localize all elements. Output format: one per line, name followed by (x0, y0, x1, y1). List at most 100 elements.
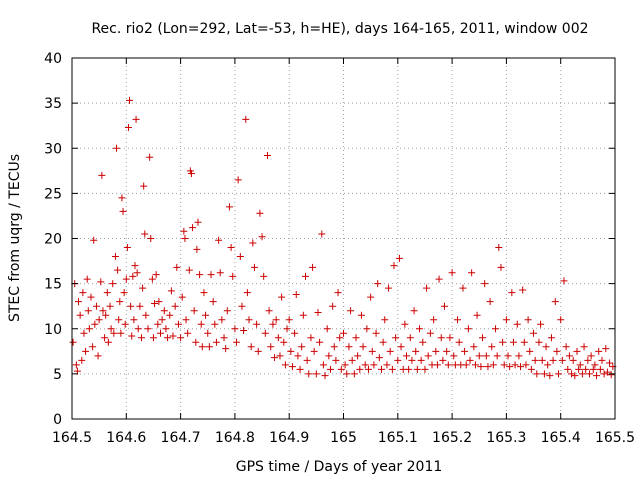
data-point (459, 284, 467, 292)
x-tick-label: 164.8 (215, 430, 255, 446)
data-point (435, 275, 443, 283)
data-point (417, 356, 425, 364)
y-tick-label: 10 (44, 322, 62, 338)
data-point (171, 302, 179, 310)
data-point (272, 316, 280, 324)
data-point (464, 325, 472, 333)
data-point (433, 361, 441, 369)
data-point (584, 356, 592, 364)
data-point (116, 298, 124, 306)
data-point (533, 370, 541, 378)
data-point (240, 327, 248, 335)
data-point (321, 372, 329, 380)
data-point (174, 320, 182, 328)
data-point (106, 302, 114, 310)
data-point (515, 352, 523, 360)
data-point (204, 329, 212, 337)
data-point (587, 352, 595, 360)
x-tick-label: 165.5 (595, 430, 635, 446)
data-point (509, 338, 517, 346)
x-tick-label: 164.9 (269, 430, 309, 446)
data-point (149, 334, 157, 342)
data-point (151, 299, 159, 307)
data-point (209, 298, 217, 306)
data-point (446, 334, 454, 342)
data-point (378, 365, 386, 373)
data-point (419, 338, 427, 346)
data-point (486, 298, 494, 306)
data-point (405, 365, 413, 373)
data-point (392, 334, 400, 342)
data-point (87, 293, 95, 301)
data-point (207, 271, 215, 279)
data-point (471, 361, 479, 369)
data-point (439, 356, 447, 364)
data-point (448, 269, 456, 277)
data-point (271, 354, 279, 362)
data-point (544, 361, 552, 369)
data-point (124, 123, 132, 131)
data-point (526, 347, 534, 355)
data-point (506, 363, 514, 371)
data-point (76, 311, 84, 319)
data-point (470, 343, 478, 351)
data-point (329, 302, 337, 310)
data-point (139, 284, 147, 292)
data-point (540, 370, 548, 378)
data-point (218, 316, 226, 324)
data-point (107, 325, 115, 333)
x-tick-label: 164.7 (161, 430, 201, 446)
data-point (316, 338, 324, 346)
data-point (177, 334, 185, 342)
data-point (388, 365, 396, 373)
data-point (551, 298, 559, 306)
data-point (375, 354, 383, 362)
data-point (318, 230, 326, 238)
data-point (141, 230, 149, 238)
data-point (136, 302, 144, 310)
data-point (94, 352, 102, 360)
data-point (530, 329, 538, 337)
data-point (274, 334, 282, 342)
data-point (546, 372, 554, 380)
data-point (432, 347, 440, 355)
data-point (198, 343, 206, 351)
data-point (340, 329, 347, 337)
data-point (372, 329, 380, 337)
data-point (225, 203, 233, 211)
data-point (298, 343, 306, 351)
y-tick-label: 30 (44, 141, 62, 157)
data-point (250, 263, 258, 271)
chart-title: Rec. rio2 (Lon=292, Lat=-53, h=HE), days… (91, 21, 588, 37)
data-point (535, 338, 543, 346)
data-point (383, 361, 391, 369)
data-point (178, 293, 186, 301)
data-point (134, 325, 142, 333)
x-tick-label: 165 (330, 430, 357, 446)
data-point (571, 372, 579, 380)
data-point (462, 361, 470, 369)
data-point (127, 302, 135, 310)
data-point (374, 280, 382, 288)
data-point (115, 316, 123, 324)
data-point (276, 352, 284, 360)
data-point (216, 269, 224, 277)
data-point (83, 275, 91, 283)
data-point (455, 338, 463, 346)
y-axis-label: STEC from uqrg / TECUs (7, 154, 23, 322)
data-point (212, 338, 220, 346)
data-point (475, 352, 483, 360)
data-point (129, 272, 137, 280)
data-point (497, 263, 505, 271)
data-point (158, 316, 166, 324)
data-point (492, 325, 500, 333)
data-point (519, 286, 527, 294)
data-point (307, 334, 315, 342)
data-point (364, 365, 372, 373)
data-point (180, 227, 188, 235)
data-point (537, 320, 545, 328)
x-tick-label: 165.3 (486, 430, 526, 446)
data-point (189, 224, 197, 232)
data-point (524, 316, 532, 324)
data-point (595, 347, 603, 355)
